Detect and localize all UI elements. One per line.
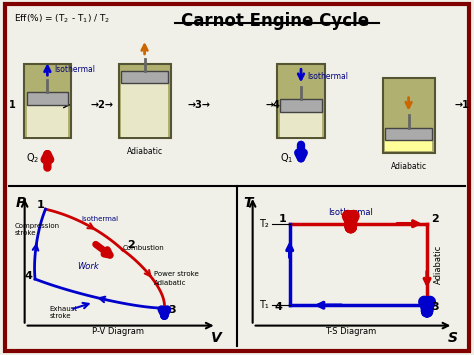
Text: Adiabatic: Adiabatic: [434, 245, 443, 284]
Text: S: S: [448, 332, 458, 345]
Text: V: V: [211, 332, 222, 345]
Text: 4: 4: [274, 302, 283, 312]
Text: Isothermal: Isothermal: [55, 65, 95, 74]
Text: 4: 4: [25, 271, 33, 281]
Text: 2: 2: [431, 214, 439, 224]
Text: Power stroke: Power stroke: [154, 271, 199, 277]
Text: Isothermal: Isothermal: [328, 208, 373, 217]
Text: 1: 1: [37, 200, 45, 210]
Text: →4→: →4→: [266, 100, 289, 110]
Text: →2→: →2→: [91, 100, 113, 110]
Text: 3: 3: [431, 302, 439, 312]
Bar: [280, 112, 322, 137]
Text: Q$_2$: Q$_2$: [26, 151, 39, 165]
Bar: [24, 64, 71, 138]
Text: Combustion: Combustion: [123, 245, 164, 251]
Bar: [383, 78, 435, 153]
Text: T₁: T₁: [259, 300, 268, 310]
Text: P: P: [16, 196, 26, 210]
Bar: [27, 92, 68, 105]
Text: Isothermal: Isothermal: [81, 216, 118, 222]
Bar: [385, 140, 432, 151]
Text: 1: 1: [279, 214, 287, 224]
Bar: [27, 105, 68, 137]
Text: 2: 2: [127, 240, 135, 251]
Text: T-S Diagram: T-S Diagram: [325, 327, 376, 336]
Text: 3: 3: [169, 305, 176, 315]
Text: T: T: [244, 196, 253, 210]
Text: Adiabatic: Adiabatic: [391, 162, 427, 170]
Text: Exhaust
stroke: Exhaust stroke: [50, 306, 78, 320]
Bar: [118, 64, 171, 138]
Text: P-V Diagram: P-V Diagram: [92, 327, 145, 336]
Text: →3→: →3→: [188, 100, 210, 110]
Text: Work: Work: [77, 262, 99, 271]
Text: Carnot Engine Cycle: Carnot Engine Cycle: [181, 12, 369, 31]
Text: Compression
stroke: Compression stroke: [14, 223, 59, 236]
Bar: [280, 99, 322, 112]
Text: →1: →1: [455, 100, 470, 110]
Text: Adiabatic: Adiabatic: [127, 147, 163, 156]
Bar: [121, 71, 168, 83]
Text: Isothermal: Isothermal: [307, 72, 348, 81]
Text: Eff(%) = (T$_2$ - T$_1$) / T$_2$: Eff(%) = (T$_2$ - T$_1$) / T$_2$: [14, 12, 110, 25]
Bar: [277, 64, 325, 138]
Bar: [121, 83, 168, 137]
Text: T₂: T₂: [259, 219, 268, 229]
Text: Q$_1$: Q$_1$: [280, 151, 293, 165]
Text: Adiabatic: Adiabatic: [154, 280, 186, 286]
Text: 1: 1: [9, 100, 15, 110]
Bar: [385, 128, 432, 140]
